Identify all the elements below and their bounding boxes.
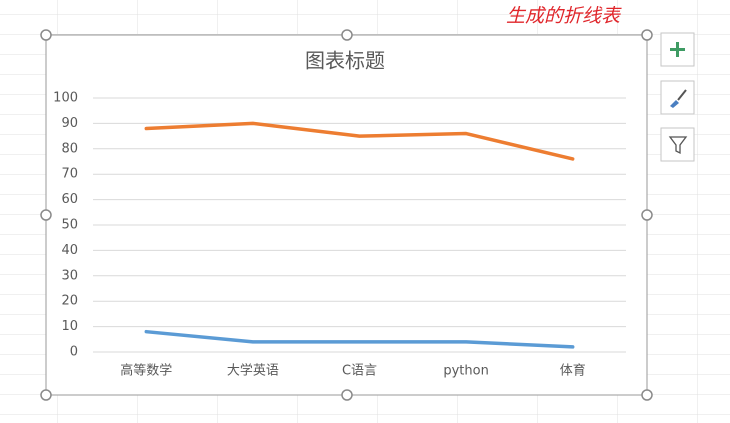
x-tick-label: C语言: [342, 364, 377, 379]
chart-area[interactable]: [45, 34, 648, 396]
y-tick-label: 0: [70, 345, 78, 360]
y-tick-label: 60: [61, 192, 78, 207]
handles: [40, 29, 653, 401]
resize-handle[interactable]: [40, 389, 52, 401]
resize-handle[interactable]: [341, 389, 353, 401]
y-tick-label: 20: [61, 294, 78, 309]
y-tick-label: 80: [61, 141, 78, 156]
y-tick-label: 90: [61, 116, 78, 131]
resize-handle[interactable]: [641, 389, 653, 401]
x-tick-label: 高等数学: [120, 363, 172, 379]
brush-handle: [677, 89, 687, 101]
y-tick-label: 30: [61, 268, 78, 283]
filter-icon: [668, 136, 688, 155]
resize-handle[interactable]: [341, 29, 353, 41]
resize-handle[interactable]: [641, 29, 653, 41]
side-buttons: [660, 32, 695, 162]
plus-icon: [670, 42, 685, 57]
y-tick-label: 40: [61, 243, 78, 258]
series-line: [144, 329, 575, 349]
resize-handle[interactable]: [40, 209, 52, 221]
y-tick-label: 100: [53, 91, 78, 106]
x-tick-label: 体育: [560, 363, 586, 379]
series-line: [144, 121, 575, 161]
y-tick-label: 50: [61, 218, 78, 233]
resize-handle[interactable]: [40, 29, 52, 41]
annotation: 生成的折线表: [506, 5, 622, 27]
brush-icon: [670, 100, 679, 108]
chart-styles-button[interactable]: [660, 80, 695, 115]
plot: 0 10 20 30 40 50 60 70 80 90 100 高等数学 大学英语 C语言 python 体…: [53, 91, 626, 379]
y-tick-label: 10: [61, 319, 78, 334]
x-tick-label: 大学英语: [227, 363, 279, 379]
chart-title[interactable]: 图表标题: [305, 49, 385, 73]
x-tick-label: python: [443, 364, 488, 379]
y-tick-label: 70: [61, 167, 78, 182]
resize-handle[interactable]: [641, 209, 653, 221]
